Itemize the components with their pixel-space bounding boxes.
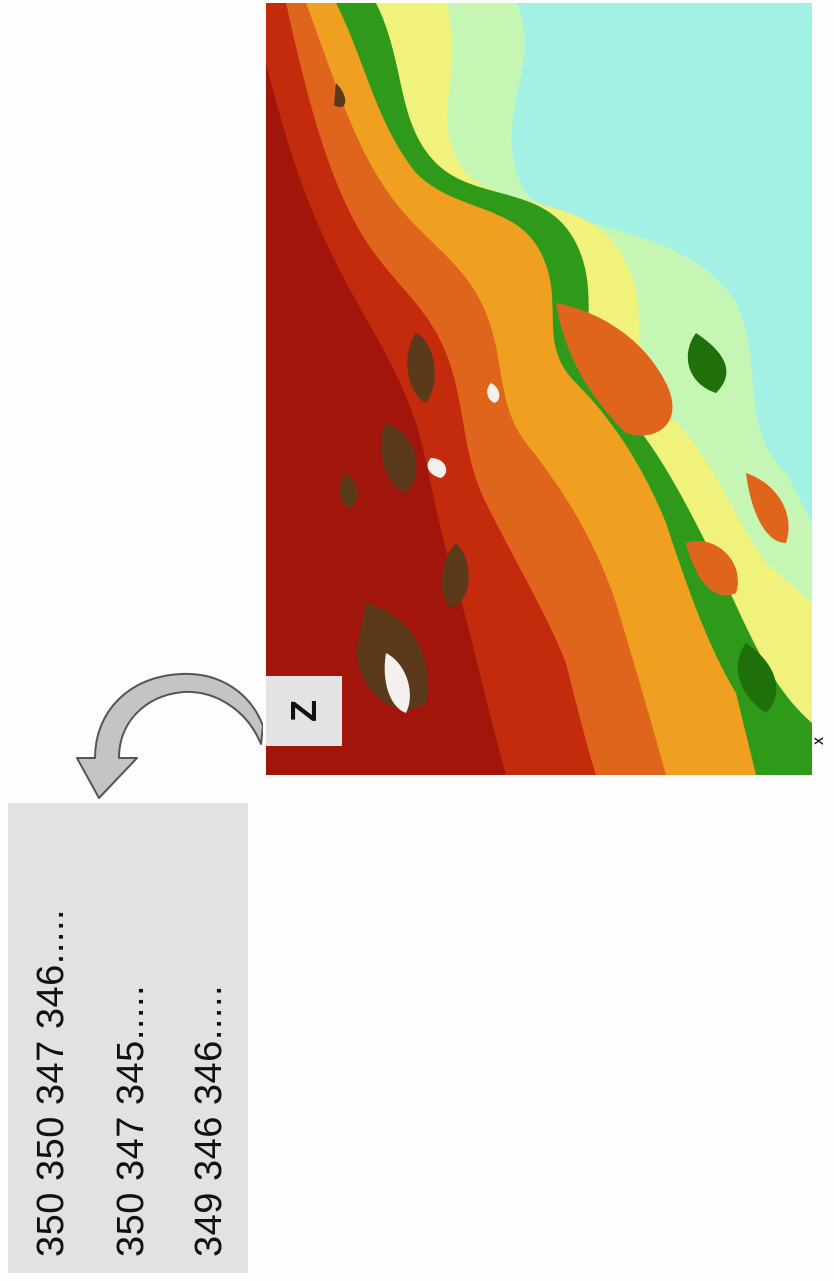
curved-arrow-icon (76, 672, 263, 799)
values-row-3: 349 346 346..... (188, 984, 230, 1257)
elevation-raster (266, 3, 812, 775)
elevation-values-panel: 350 350 347 346..... 350 347 345..... 34… (8, 803, 248, 1273)
band-white-peaks (384, 383, 500, 713)
values-row-2: 350 347 345..... (110, 984, 152, 1257)
x-axis-label: X (812, 736, 827, 746)
values-row-1: 350 350 347 346..... (30, 908, 72, 1257)
elevation-map (266, 3, 812, 775)
band-orange-red-spur (556, 303, 789, 596)
z-label-box: Z (266, 676, 342, 746)
z-label: Z (283, 700, 324, 722)
